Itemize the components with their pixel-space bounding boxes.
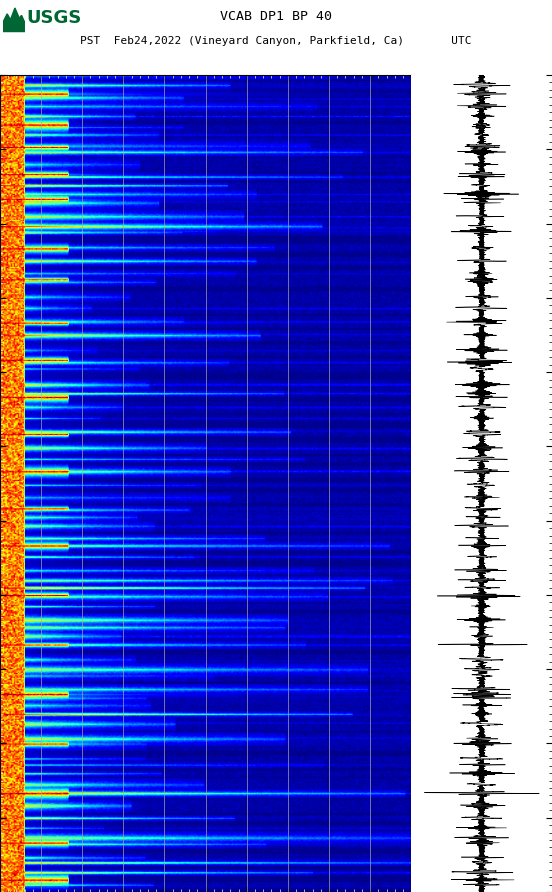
Text: VCAB DP1 BP 40: VCAB DP1 BP 40 <box>220 10 332 23</box>
Text: USGS: USGS <box>26 9 81 28</box>
Text: PST  Feb24,2022 (Vineyard Canyon, Parkfield, Ca)       UTC: PST Feb24,2022 (Vineyard Canyon, Parkfie… <box>80 37 472 46</box>
Polygon shape <box>3 8 25 31</box>
